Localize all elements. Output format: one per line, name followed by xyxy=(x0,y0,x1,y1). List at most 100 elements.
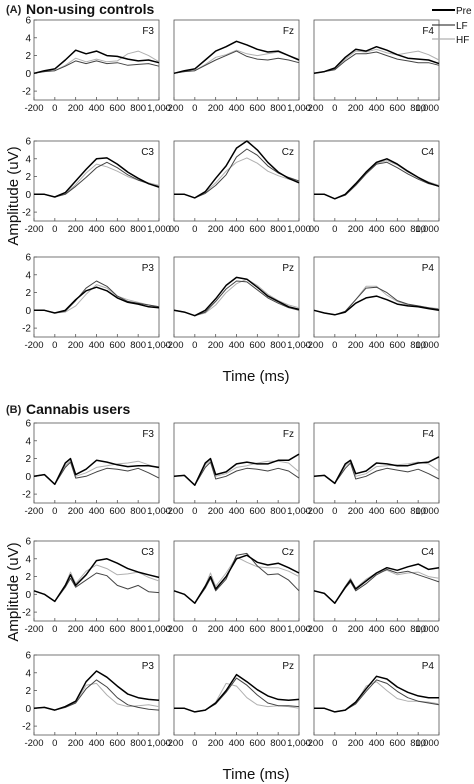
panel-b-f3-x-tick-label: 200 xyxy=(68,506,84,517)
panel-b-f3-frame xyxy=(33,422,160,504)
panel-b-p3-y-tick-label: -2 xyxy=(22,722,31,733)
panel-a-cz-x-tick-label: 800 xyxy=(270,224,286,235)
panel-a-p3-y-tick-label: 2 xyxy=(25,288,31,299)
panel-a-p3-line-pre xyxy=(34,286,160,314)
panel-b-c3-subplot: C3 -2 0 2 4 6 -200 0 200 400 600 800 1,000 xyxy=(22,537,171,636)
panel-b-pz-subplot: Pz -200 0 200 400 600 800 1,000 xyxy=(164,654,311,749)
panel-a-c4-x-tick-label: 200 xyxy=(348,224,364,235)
panel-a-pz-subplot: Pz -200 0 200 400 600 800 1,000 xyxy=(164,256,311,351)
panel-b-p4-x-tick-label: 0 xyxy=(332,738,337,749)
panel-a-c3-x-tick-label: 1,000 xyxy=(147,224,171,235)
panel-a-c3-x-tick-label: 400 xyxy=(89,224,105,235)
panel-a-fz-frame xyxy=(173,19,300,101)
panel-a-p3-x-tick-label: 1,000 xyxy=(147,340,171,351)
panel-b-f4-x-tick-label: 200 xyxy=(348,506,364,517)
panel-a-cz-x-tick-label: 00 xyxy=(169,224,180,235)
panel-a-f3-x-tick-label: 200 xyxy=(68,103,84,114)
panel-a-p4-x-tick-label: 200 xyxy=(348,340,364,351)
panel-a-f4-x-tick-label: 1,000 xyxy=(415,103,439,114)
panel-a-cz-x-tick-label: 400 xyxy=(229,224,245,235)
panel-a-cz-channel-label: Cz xyxy=(282,147,294,158)
panel-b-c4-x-tick-label: 1,000 xyxy=(415,624,439,635)
panel-a-c3-x-tick-label: -200 xyxy=(24,224,43,235)
panel-a-pz-x-tick-label: 600 xyxy=(249,340,265,351)
panel-a-f3-x-tick-label: 400 xyxy=(89,103,105,114)
panel-b-p3-x-tick-label: 800 xyxy=(130,738,146,749)
panel-a-fz-x-tick-label: 800 xyxy=(270,103,286,114)
panel-b-y-axis-label: Amplitude (uV) xyxy=(5,542,22,641)
panel-b-fz-x-tick-label: 800 xyxy=(270,506,286,517)
panel-b-p4-line-pre xyxy=(314,675,439,713)
panel-b-p3-frame xyxy=(33,654,160,736)
panel-a-f3-x-tick-label: 1,000 xyxy=(147,103,171,114)
panel-a-p3-x-tick-label: 600 xyxy=(109,340,125,351)
panel-b-x-axis-label: Time (ms) xyxy=(223,766,290,783)
panel-a-p4-channel-label: P4 xyxy=(422,263,435,274)
panel-a-fz-channel-label: Fz xyxy=(283,26,294,37)
panel-b-f3-y-tick-label: 4 xyxy=(25,436,31,447)
panel-b-pz-line-lf xyxy=(174,677,300,713)
panel-a-c4-x-tick-label: 800 xyxy=(410,224,426,235)
panel-b-c3-y-tick-label: 4 xyxy=(25,554,31,565)
panel-b-cz-x-tick-label: 800 xyxy=(270,624,286,635)
panel-b-p4-frame xyxy=(313,654,440,736)
panel-a-fz-x-tick-label: 0 xyxy=(192,103,197,114)
panel-a-x-axis-label: Time (ms) xyxy=(223,368,290,385)
panel-a-cz-frame xyxy=(173,140,300,222)
panel-b-p4-channel-label: P4 xyxy=(422,661,435,672)
panel-a-fz-x-tick-label: 1,000 xyxy=(287,103,311,114)
panel-a-f3-x-tick-label: -200 xyxy=(24,103,43,114)
panel-a-p3-y-tick-label: 0 xyxy=(25,306,31,317)
panel-a-f3-line-lf xyxy=(33,60,160,74)
panel-b-c3-line-pre xyxy=(33,558,160,603)
panel-a-c4-x-tick-label: 0 xyxy=(332,224,337,235)
legend-label-pre: Pre xyxy=(456,6,472,17)
panel-b-c3-line-lf xyxy=(33,572,160,602)
panel-b-p3-x-tick-label: 600 xyxy=(109,738,125,749)
panel-b-p3-y-tick-label: 0 xyxy=(25,704,31,715)
panel-a-c3-y-tick-label: 4 xyxy=(25,154,31,165)
panel-a-p4-x-tick-label: 1,000 xyxy=(415,340,439,351)
panel-a-pz-line-lf xyxy=(173,280,300,317)
panel-b-cz-x-tick-label: 1,000 xyxy=(287,624,311,635)
panel-a-c3-y-tick-label: -2 xyxy=(22,208,31,219)
panel-b-p3-x-tick-label: 200 xyxy=(68,738,84,749)
panel-b-pz-x-tick-label: -200 xyxy=(164,738,183,749)
panel-a-pz-x-tick-label: 1,000 xyxy=(287,340,311,351)
panel-a-c3-x-tick-label: 600 xyxy=(109,224,125,235)
panel-a-f4-line-lf xyxy=(313,51,440,74)
panel-a-p3-frame xyxy=(33,256,160,338)
panel-b-cz-line-pre xyxy=(173,554,300,604)
panel-a-fz-x-tick-label: 200 xyxy=(208,103,224,114)
panel-a-f4-x-tick-label: 600 xyxy=(389,103,405,114)
panel-b-fz-x-tick-label: 400 xyxy=(229,506,245,517)
panel-a-cz-x-tick-label: 1,000 xyxy=(287,224,311,235)
panel-a-f4-line-pre xyxy=(313,45,440,75)
panel-a-pz-channel-label: Pz xyxy=(282,263,294,274)
panel-a-f4-channel-label: F4 xyxy=(422,26,434,37)
panel-a-f4-x-tick-label: -200 xyxy=(304,103,323,114)
panel-a-cz-line-pre xyxy=(174,140,300,199)
panel-b-fz-x-tick-label: 200 xyxy=(208,506,224,517)
panel-a-cz-x-tick-label: 200 xyxy=(208,224,224,235)
panel-a-heading: (A) Non-using controls xyxy=(6,1,155,17)
panel-a-p4-line-pre xyxy=(313,295,440,316)
panel-b-p3-x-tick-label: 1,000 xyxy=(147,738,171,749)
panel-b-c3-x-tick-label: 400 xyxy=(89,624,105,635)
panel-b-f4-x-tick-label: 600 xyxy=(389,506,405,517)
panel-a-pz-x-tick-label: 0 xyxy=(192,340,197,351)
panel-b-p3-y-tick-label: 4 xyxy=(25,668,31,679)
panel-a-f4-x-tick-label: 200 xyxy=(348,103,364,114)
panel-a-pz-line-pre xyxy=(173,276,300,317)
panel-b-p4-x-tick-label: 600 xyxy=(389,738,405,749)
panel-b-f4-x-tick-label: 0 xyxy=(332,506,337,517)
panel-a-p3-x-tick-label: 800 xyxy=(130,340,146,351)
panel-a-y-axis-label: Amplitude (uV) xyxy=(5,146,22,245)
panel-a-cz-x-tick-label: 600 xyxy=(249,224,265,235)
panel-a-p3-x-tick-label: 200 xyxy=(68,340,84,351)
panel-b-fz-subplot: Fz -200 0 200 400 600 800 1,000 xyxy=(164,422,311,517)
panel-a-c4-channel-label: C4 xyxy=(421,147,434,158)
panel-b-cz-x-tick-label: -200 xyxy=(164,624,183,635)
panel-a-p3-line-lf xyxy=(34,280,160,314)
